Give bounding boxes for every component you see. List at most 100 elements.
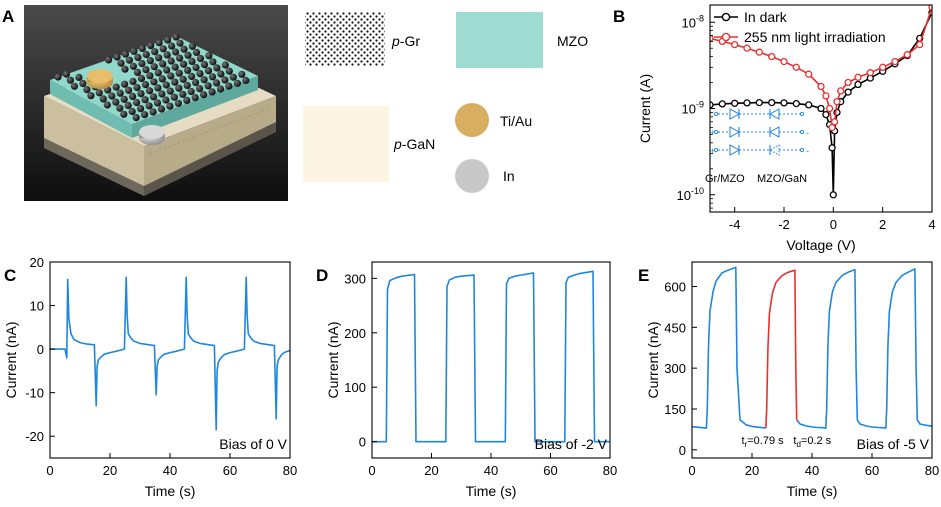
graphene-sphere — [216, 85, 225, 93]
series-group — [372, 270, 610, 443]
data-point — [780, 57, 788, 66]
rise-time-label: tr=0.79 s — [742, 435, 785, 449]
x-tick-label: 80 — [283, 463, 297, 478]
device-3d-render — [44, 33, 276, 196]
x-tick-label: 80 — [603, 463, 617, 478]
bias-annotation: Bias of -5 V — [857, 436, 930, 452]
graphene-sphere — [129, 77, 137, 85]
x-tick-label: 80 — [925, 463, 939, 478]
graphene-sphere — [137, 105, 145, 113]
y-tick-label: 10-8 — [682, 13, 704, 30]
graphene-sphere — [62, 70, 70, 78]
data-point — [755, 98, 763, 107]
graphene-sphere — [191, 94, 199, 102]
graphene-sphere — [196, 54, 205, 63]
graphene-sphere — [204, 67, 213, 75]
x-tick-label: 4 — [928, 217, 935, 232]
rise-time-subscript: r — [745, 440, 748, 449]
series-line-e-1 — [765, 269, 798, 429]
graphene-sphere — [172, 33, 180, 41]
data-point — [792, 99, 800, 108]
data-point — [844, 88, 852, 96]
x-axis-label: Voltage (V) — [786, 237, 855, 253]
x-tick-label: 2 — [879, 217, 886, 232]
graphene-sphere — [105, 56, 113, 64]
data-point — [825, 104, 834, 113]
inset-label-gr-mzo: Gr/MZO — [705, 173, 745, 185]
x-tick-label: 20 — [424, 463, 438, 478]
inset-terminal — [799, 147, 805, 153]
graphene-sphere — [120, 110, 128, 118]
data-point — [743, 44, 751, 52]
y-tick-label: -20 — [25, 429, 44, 444]
graphene-sphere — [166, 87, 174, 95]
panel-d-label: D — [316, 266, 328, 285]
graphene-sphere — [137, 74, 146, 83]
data-point — [743, 99, 751, 107]
data-point — [755, 48, 763, 56]
graphene-spheres — [54, 33, 250, 122]
graphene-sphere — [225, 67, 233, 75]
graphene-sphere — [157, 105, 166, 113]
graphene-sphere — [238, 70, 246, 78]
graphene-sphere — [141, 111, 149, 119]
graphene-sphere — [155, 39, 163, 47]
graphene-sphere — [124, 101, 132, 109]
graphene-sphere — [242, 76, 250, 84]
series-line-c-0 — [50, 276, 290, 431]
graphene-sphere — [179, 75, 187, 83]
panel-b-label: B — [613, 7, 625, 26]
graphene-sphere — [153, 99, 162, 107]
data-point — [817, 82, 825, 91]
graphene-sphere — [70, 82, 78, 90]
graphene-sphere — [158, 75, 166, 83]
graphene-sphere — [164, 36, 172, 44]
y-tick-label: -10 — [25, 386, 44, 401]
graphene-sphere — [132, 114, 140, 122]
inset-label-mzo-gan: MZO/GaN — [757, 173, 807, 185]
graphene-sphere — [205, 52, 213, 60]
y-tick-label: 0 — [359, 435, 366, 450]
x-tick-label: 20 — [745, 463, 759, 478]
graphene-sphere — [221, 76, 229, 84]
inset-sign: + — [710, 128, 715, 138]
x-tick-label: 40 — [163, 463, 177, 478]
graphene-sphere — [162, 81, 170, 89]
y-tick-label: 300 — [344, 271, 366, 286]
graphene-sphere — [229, 73, 237, 81]
graphene-sphere — [167, 57, 175, 65]
series-line-e-2 — [796, 267, 932, 429]
inset-terminal — [713, 111, 719, 117]
decay-time-value: =0.2 s — [801, 435, 832, 447]
y-tick-label: 450 — [664, 320, 686, 335]
graphene-sphere — [83, 86, 91, 94]
rise-time-symbol: t — [742, 435, 745, 447]
graphene-sphere — [233, 79, 241, 87]
inset-diode-forward — [729, 108, 741, 120]
graphene-sphere — [66, 76, 74, 84]
panel-e-label: E — [638, 266, 649, 285]
graphene-sphere — [163, 51, 171, 59]
inset-diode-reverse — [768, 126, 780, 138]
x-tick-label: 40 — [484, 463, 498, 478]
graphene-sphere — [179, 90, 187, 98]
p-gan-label: p-GaN — [393, 136, 435, 152]
graphene-sphere — [147, 42, 155, 50]
data-point — [731, 99, 739, 107]
graphene-sphere — [149, 93, 158, 101]
graphene-sphere — [204, 82, 212, 90]
graphene-sphere — [171, 78, 179, 86]
legend-text: In dark — [744, 9, 788, 25]
graphene-sphere — [54, 73, 62, 81]
graphene-sphere — [184, 66, 192, 74]
graphene-sphere — [208, 73, 217, 81]
legend-mzo: MZO — [456, 12, 588, 68]
graphene-sphere — [162, 96, 170, 104]
p-gan-swatch — [303, 106, 389, 182]
graphene-sphere — [128, 107, 136, 116]
data-point — [928, 5, 932, 11]
graphene-sphere — [200, 76, 208, 84]
data-point — [805, 101, 813, 109]
graphene-sphere — [137, 90, 145, 98]
data-point — [710, 34, 714, 43]
